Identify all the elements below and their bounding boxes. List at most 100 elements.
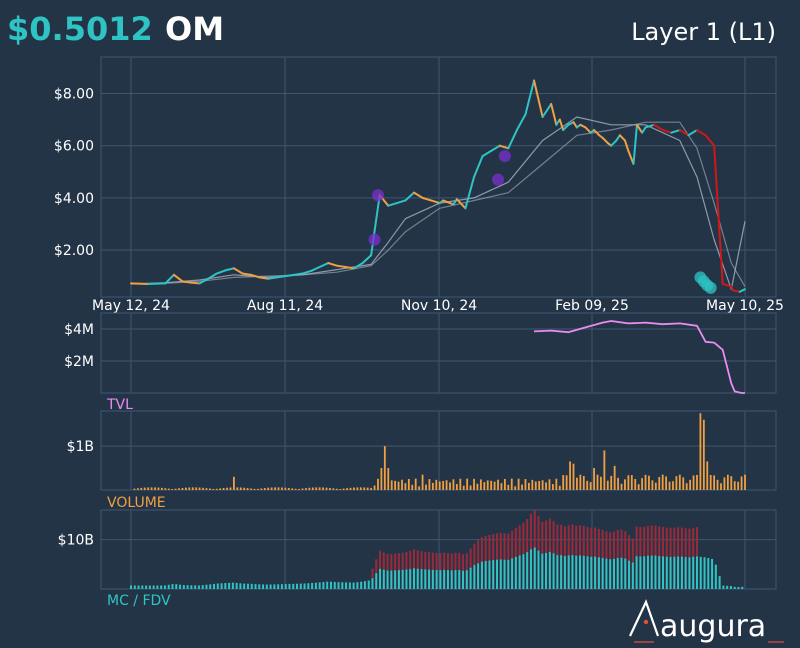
price-line-segment bbox=[584, 126, 592, 134]
mc-bar bbox=[699, 556, 702, 589]
price-line-segment bbox=[572, 121, 578, 129]
price-line-segment bbox=[147, 282, 167, 285]
volume-bar bbox=[678, 474, 681, 490]
mc-bar bbox=[541, 553, 544, 589]
price-y-tick-label: $4.00 bbox=[54, 191, 94, 207]
volume-bar bbox=[696, 474, 698, 490]
volume-bar bbox=[479, 479, 482, 490]
mc-bar bbox=[499, 559, 502, 589]
volume-bar bbox=[555, 478, 558, 490]
price-line-segment bbox=[644, 123, 656, 129]
volume-bar bbox=[315, 487, 318, 490]
mc-bar bbox=[273, 584, 276, 589]
price-line-segment bbox=[695, 129, 707, 137]
mc-bar bbox=[179, 584, 182, 589]
price-line-segment bbox=[490, 144, 501, 152]
tvl-line bbox=[533, 320, 745, 394]
volume-bar bbox=[606, 480, 609, 490]
price-line-segment bbox=[370, 194, 381, 257]
mc-bar bbox=[284, 584, 287, 589]
volume-bar bbox=[497, 479, 499, 490]
volume-bar bbox=[716, 479, 719, 490]
volume-bar bbox=[229, 487, 232, 490]
mc-bar bbox=[695, 556, 698, 589]
price-y-tick-label: $6.00 bbox=[54, 139, 94, 155]
volume-bar bbox=[136, 488, 139, 490]
volume-bar bbox=[171, 489, 174, 490]
mc-bar bbox=[371, 578, 374, 589]
volume-bar bbox=[579, 474, 582, 490]
volume-bar bbox=[593, 468, 595, 490]
mc-bar bbox=[556, 555, 559, 589]
price-line-segment bbox=[250, 273, 261, 279]
volume-bar bbox=[150, 487, 153, 490]
volume-bar bbox=[627, 475, 630, 490]
mc-bar bbox=[401, 569, 404, 589]
volume-bar bbox=[181, 487, 184, 490]
volume-bar bbox=[510, 478, 513, 490]
mc-bar bbox=[394, 570, 397, 589]
mc-bar bbox=[277, 584, 280, 589]
mc-bar bbox=[379, 568, 382, 589]
price-line-segment bbox=[670, 129, 681, 134]
volume-bar bbox=[164, 488, 167, 490]
mc-bar bbox=[228, 582, 231, 589]
mc-bar bbox=[545, 552, 548, 589]
volume-bar bbox=[298, 488, 300, 490]
price-line-segment bbox=[481, 149, 493, 158]
volume-bar bbox=[154, 487, 156, 490]
mc-bar bbox=[428, 569, 431, 589]
mc-bar bbox=[224, 582, 227, 589]
x-tick-label: May 10, 25 bbox=[706, 298, 784, 314]
price-line-segment bbox=[292, 272, 304, 276]
mc-bar bbox=[718, 576, 721, 589]
mc-bar bbox=[311, 582, 314, 589]
volume-bar bbox=[167, 488, 170, 490]
mc-bar bbox=[439, 570, 442, 589]
volume-bar bbox=[442, 480, 445, 490]
price-line-segment bbox=[352, 262, 364, 270]
volume-bar bbox=[582, 475, 585, 490]
mc-bar bbox=[182, 585, 185, 589]
mc-bar bbox=[137, 585, 140, 589]
mc-bar bbox=[560, 555, 563, 589]
volume-bar bbox=[250, 488, 252, 490]
mc-bar bbox=[130, 585, 132, 589]
volume-bar bbox=[466, 478, 469, 490]
mc-bar bbox=[156, 585, 159, 589]
mc-bar bbox=[514, 556, 517, 589]
price-line-segment bbox=[464, 176, 476, 210]
volume-bar bbox=[212, 488, 215, 490]
volume-bar bbox=[699, 413, 702, 490]
volume-bar bbox=[552, 484, 554, 490]
mc-bar bbox=[243, 583, 246, 589]
mc-bar bbox=[197, 585, 200, 589]
volume-bar bbox=[500, 483, 503, 490]
price-line-segment bbox=[455, 198, 467, 210]
mc-bar bbox=[462, 570, 465, 589]
volume-bar bbox=[377, 478, 379, 490]
mc-bar bbox=[318, 582, 321, 589]
volume-bar bbox=[469, 485, 472, 490]
mc-bar bbox=[435, 570, 438, 589]
volume-bar bbox=[514, 486, 517, 490]
volume-label: VOLUME bbox=[107, 495, 166, 511]
volume-bar bbox=[370, 487, 373, 490]
mc-bar bbox=[571, 555, 574, 589]
volume-bar bbox=[572, 463, 575, 490]
mc-bar bbox=[231, 582, 234, 589]
price-line-segment bbox=[395, 199, 407, 205]
mc-bar bbox=[454, 569, 457, 589]
volume-bar bbox=[720, 483, 722, 490]
volume-bar bbox=[325, 487, 328, 490]
mc-bar bbox=[624, 558, 627, 589]
volume-bar bbox=[503, 478, 506, 490]
volume-bar bbox=[744, 474, 746, 490]
price-line-segment bbox=[310, 266, 321, 272]
volume-bar bbox=[418, 486, 421, 490]
mc-bar bbox=[643, 556, 646, 589]
volume-bar bbox=[455, 484, 458, 490]
mc-bar bbox=[341, 582, 344, 589]
price-line-segment bbox=[387, 202, 398, 207]
augura-logo: augura bbox=[629, 599, 784, 644]
